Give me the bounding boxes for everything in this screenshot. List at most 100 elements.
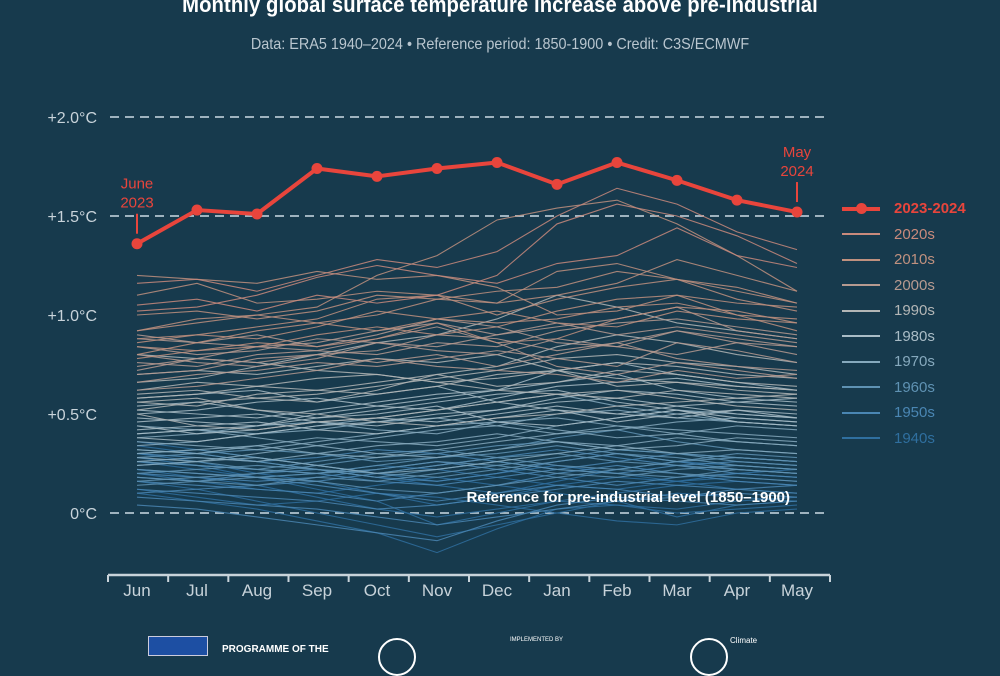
series-line-2000s [136, 338, 798, 368]
series-line-1960s [136, 468, 798, 494]
y-tick-label: 0°C [70, 506, 97, 523]
series-line-1990s [136, 369, 798, 407]
highlight-series-2023-2024 [131, 157, 803, 250]
series-line-1970s [136, 425, 798, 459]
series-line-1970s [136, 437, 798, 474]
data-point-Sep [311, 162, 323, 174]
y-axis: 0°C +0.5°C +1.0°C +1.5°C +2.0°C [47, 110, 97, 523]
series-line-1950s [136, 453, 798, 482]
series-line-1940s [136, 468, 798, 518]
series-line-2010s [136, 262, 798, 304]
legend: 2023-2024 2020s 2010s 2000s 1990s 1980s 1970s 1… [842, 196, 966, 451]
annotation-text: June [121, 176, 154, 193]
legend-item-1960s: 1960s [842, 375, 966, 401]
y-tick-label: +0.5°C [47, 407, 97, 424]
data-point-Feb [611, 157, 623, 169]
series-line-2010s [136, 199, 798, 332]
series-line-2020s [136, 227, 798, 312]
series-line-2000s [136, 322, 798, 356]
series-line-1980s [136, 405, 798, 435]
series-line-1990s [136, 294, 798, 383]
chart-title: Monthly global surface temperature incre… [182, 0, 818, 17]
legend-swatch [842, 386, 880, 389]
climate-logo-icon [690, 638, 728, 676]
series-line-2010s [136, 310, 798, 356]
series-line-2010s [136, 270, 798, 316]
x-tick-label: Aug [242, 581, 272, 600]
series-line-2010s [136, 306, 798, 360]
x-tick-label: Feb [602, 581, 631, 600]
series-line-2023-2024 [136, 160, 798, 246]
x-tick-label: Nov [422, 581, 453, 600]
x-tick-label: Jan [543, 581, 570, 600]
data-point-Aug [251, 208, 263, 220]
data-point-Oct [371, 170, 383, 182]
series-line-2020s [136, 203, 798, 312]
legend-swatch [842, 309, 880, 312]
y-tick-label: +2.0°C [47, 110, 97, 127]
data-point-Nov [431, 162, 443, 174]
y-tick-label: +1.5°C [47, 209, 97, 226]
series-line-1960s [136, 449, 798, 478]
series-line-1980s [136, 385, 798, 415]
legend-item-2020s: 2020s [842, 222, 966, 248]
data-point-Dec [491, 157, 503, 169]
series-line-1970s [136, 429, 798, 459]
series-line-1970s [136, 417, 798, 439]
x-tick-label: Dec [482, 581, 513, 600]
implemented-by-text: IMPLEMENTED BY [510, 637, 564, 643]
series-line-1980s [136, 373, 798, 419]
series-line-1950s [136, 496, 798, 542]
footer-logos: PROGRAMME OF THE IMPLEMENTED BY Climate [0, 632, 1000, 676]
series-line-1950s [136, 492, 798, 526]
annotation-text: 2023 [120, 195, 153, 212]
legend-swatch [842, 258, 880, 261]
series-line-2000s [136, 326, 798, 379]
series-line-1950s [136, 480, 798, 510]
x-axis: Jun Jul Aug Sep Oct Nov Dec Jan Feb Mar Apr May [107, 573, 831, 600]
series-line-1960s [136, 460, 798, 482]
series-line-2010s [136, 270, 798, 320]
series-line-2000s [136, 318, 798, 368]
series-line-2010s [136, 278, 798, 340]
series-line-2000s [136, 358, 798, 391]
legend-swatch [842, 335, 880, 338]
series-line-2020s [136, 187, 798, 292]
series-line-2000s [136, 306, 798, 348]
series-line-1980s [136, 389, 798, 435]
x-tick-label: Jul [186, 581, 208, 600]
legend-label: 2023-2024 [894, 200, 966, 218]
temperature-chart: 0°C +0.5°C +1.0°C +1.5°C +2.0°C Reference fo… [47, 110, 831, 600]
legend-label: 1950s [894, 404, 935, 422]
series-line-1970s [136, 421, 798, 451]
legend-label: 2020s [894, 225, 935, 243]
annotation-text: May [783, 144, 812, 161]
series-line-1970s [136, 409, 798, 455]
series-line-1980s [136, 401, 798, 427]
legend-swatch [842, 202, 880, 214]
data-point-Jun [131, 238, 143, 250]
x-tick-label: Sep [302, 581, 332, 600]
series-line-2000s [136, 342, 798, 383]
series-line-1990s [136, 393, 798, 427]
x-tick-label: Oct [364, 581, 391, 600]
series-line-1990s [136, 389, 798, 431]
x-tick-label: Apr [724, 581, 751, 600]
month-annotations: June 2023 May 2024 [120, 144, 814, 234]
series-line-1990s [136, 354, 798, 395]
chart-subtitle: Data: ERA5 1940–2024 • Reference period:… [250, 36, 750, 53]
data-point-May [791, 206, 803, 218]
data-point-Mar [671, 174, 683, 186]
legend-swatch [842, 284, 880, 287]
legend-swatch [842, 233, 880, 236]
series-line-1940s [136, 457, 798, 526]
copernicus-logo-icon [378, 638, 416, 676]
legend-item-1950s: 1950s [842, 400, 966, 426]
series-line-1990s [136, 354, 798, 411]
climate-text: Climate [730, 636, 758, 645]
legend-item-1940s: 1940s [842, 426, 966, 452]
x-tick-label: Mar [662, 581, 692, 600]
legend-label: 2010s [894, 251, 935, 269]
eu-flag-icon [148, 636, 208, 656]
series-line-1940s [136, 492, 798, 554]
